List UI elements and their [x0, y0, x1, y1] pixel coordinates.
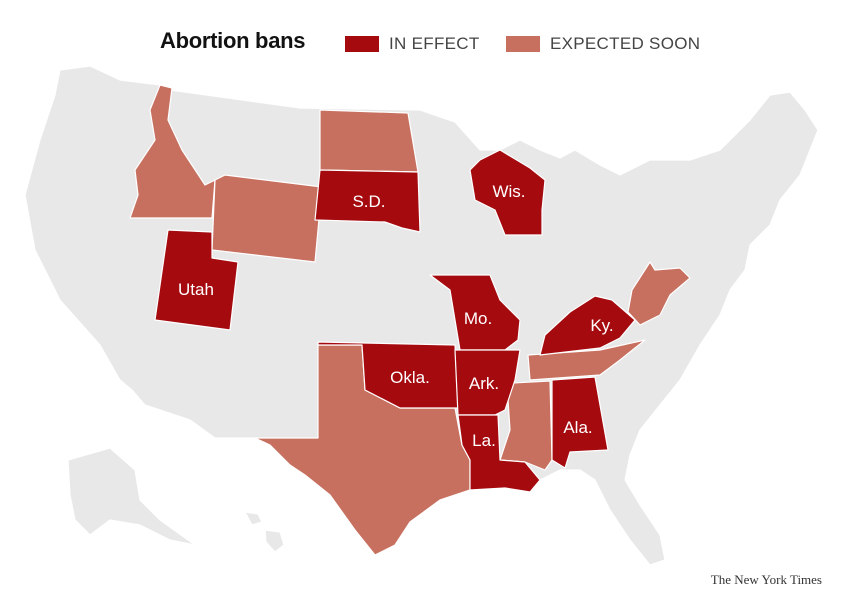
- state-louisiana[interactable]: [457, 414, 541, 493]
- alaska-shape: [67, 447, 196, 546]
- legend-expected-soon: EXPECTED SOON: [506, 34, 700, 54]
- map-title: Abortion bans: [160, 28, 306, 53]
- label-sd: S.D.: [352, 192, 385, 211]
- label-la: La.: [472, 431, 496, 450]
- state-idaho[interactable]: [129, 84, 216, 219]
- legend-swatch-in-effect: [345, 36, 379, 52]
- legend-swatch-expected-soon: [506, 36, 540, 52]
- state-alabama[interactable]: [551, 376, 609, 469]
- credit-line: The New York Times: [710, 572, 822, 587]
- label-ky: Ky.: [590, 316, 613, 335]
- legend-label-expected-soon: EXPECTED SOON: [550, 34, 701, 53]
- state-tennessee[interactable]: [527, 339, 646, 381]
- state-kentucky[interactable]: [539, 295, 636, 356]
- state-south-dakota[interactable]: [314, 169, 421, 233]
- state-wisconsin[interactable]: [469, 149, 546, 236]
- hawaii-shape: [244, 511, 285, 553]
- state-missouri[interactable]: [429, 274, 521, 351]
- label-ark: Ark.: [469, 374, 499, 393]
- label-okla: Okla.: [390, 368, 430, 387]
- legend-label-in-effect: IN EFFECT: [389, 34, 480, 53]
- label-mo: Mo.: [464, 309, 492, 328]
- label-wis: Wis.: [492, 182, 525, 201]
- label-utah: Utah: [178, 280, 214, 299]
- state-north-dakota[interactable]: [319, 109, 419, 173]
- state-wyoming[interactable]: [211, 174, 323, 263]
- legend-in-effect: IN EFFECT: [345, 34, 480, 54]
- state-utah[interactable]: [154, 229, 239, 331]
- label-ala: Ala.: [563, 418, 592, 437]
